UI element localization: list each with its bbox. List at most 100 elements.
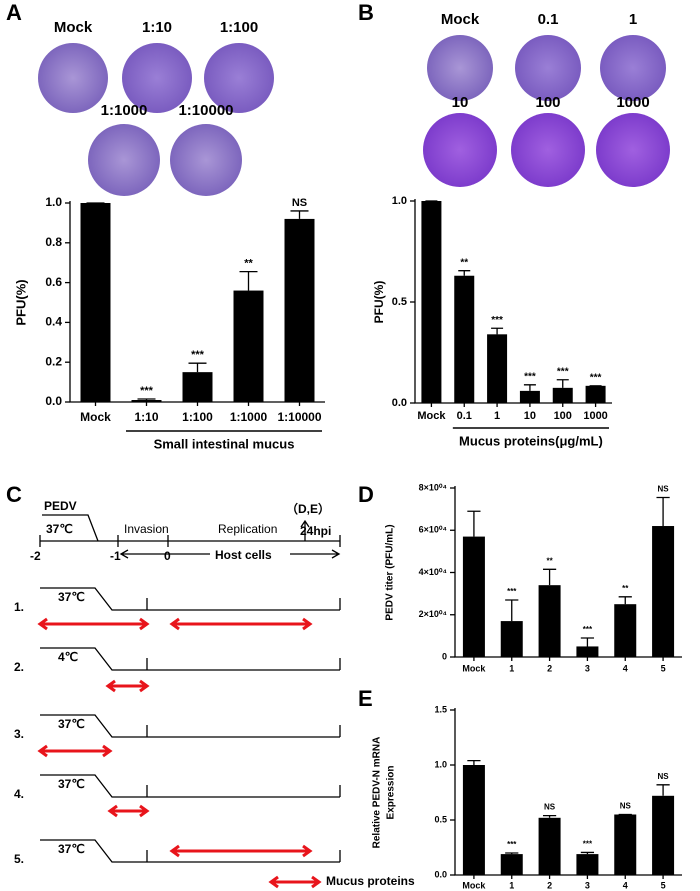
bar: [454, 275, 475, 403]
bar: [614, 814, 637, 875]
plaque-label: 10: [452, 94, 469, 111]
y-tick-label: 0.5: [434, 814, 447, 824]
plaque-well: [204, 43, 274, 113]
y-tick-label: 0: [442, 651, 447, 661]
legend-arrow: [268, 875, 322, 889]
significance: ***: [491, 315, 503, 326]
sampling-label: （D,E）: [286, 501, 330, 516]
axis: [414, 199, 612, 404]
x-tick-label: 3: [585, 880, 590, 890]
y-tick-label: 1.0: [392, 195, 407, 207]
panel-label: D: [358, 482, 374, 507]
x-tick-label: 1:1000: [230, 410, 268, 424]
x-tick-label: 0.1: [457, 410, 472, 422]
y-tick-label: 1.0: [45, 195, 62, 209]
plaque-label: 1:10: [142, 19, 172, 36]
y-tick-label: 0.6: [45, 275, 62, 289]
y-axis-label: PFU(%): [13, 279, 28, 325]
panel-label: E: [358, 686, 373, 711]
significance: **: [460, 257, 468, 268]
treatment-arrow: [37, 617, 150, 631]
row-timeline: [40, 647, 341, 671]
error-bar: [656, 496, 670, 527]
significance: ***: [583, 840, 593, 849]
host-arrow: [119, 549, 341, 559]
error-bar: [556, 379, 569, 388]
plaque-well: [600, 35, 666, 101]
row-label: 2.: [14, 660, 24, 674]
x-tick-label: 4: [623, 663, 628, 673]
bar: [652, 526, 675, 657]
y-tick-label: 0.0: [392, 397, 407, 409]
row-timeline: [40, 714, 341, 738]
y-tick-label: 0.2: [45, 354, 62, 368]
x-tick-label: 1:10: [134, 410, 158, 424]
error-bar: [656, 784, 670, 796]
plaque-label: Mock: [441, 11, 480, 28]
error-bar: [188, 362, 207, 373]
panel-label: B: [358, 0, 374, 25]
y-tick-label: 6×10⁰⁴: [419, 525, 447, 535]
time-label: 24hpi: [300, 524, 331, 538]
timeline: [39, 514, 341, 547]
bar: [80, 203, 111, 402]
bar: [500, 854, 523, 875]
significance: NS: [292, 197, 307, 209]
bar: [487, 334, 508, 403]
row-temp: 37℃: [58, 842, 85, 856]
y-tick-label: 0.0: [45, 394, 62, 408]
error-bar: [491, 327, 504, 335]
significance: ***: [557, 366, 569, 377]
y-tick-label: 1.0: [434, 759, 447, 769]
y-tick-label: 0.5: [392, 296, 407, 308]
x-tick-label: 3: [585, 663, 590, 673]
plaque-label: 100: [535, 94, 560, 111]
significance: ***: [590, 372, 602, 383]
error-bar: [542, 568, 557, 586]
plaque-label: 1:10000: [178, 102, 233, 119]
bar: [538, 817, 561, 875]
x-tick-label: 1:100: [182, 410, 213, 424]
plaque-well: [515, 35, 581, 101]
y-axis-label: PEDV titer (PFU/mL): [385, 524, 396, 620]
plaque-well: [427, 35, 493, 101]
treatment-arrow: [105, 679, 150, 693]
x-tick-label: 2: [547, 880, 552, 890]
plaque-well: [88, 124, 160, 196]
significance: NS: [658, 772, 670, 781]
y-tick-label: 8×10⁰⁴: [419, 482, 447, 492]
y-axis-label: Expression: [386, 766, 397, 820]
x-tick-label: 1: [494, 410, 500, 422]
bar: [538, 585, 561, 657]
error-bar: [505, 852, 519, 855]
plaque-images-b: Mock 0.1 1 10 100 1000: [423, 11, 670, 187]
bar: [462, 765, 485, 875]
x-tick-label: 10: [524, 410, 536, 422]
error-bar: [239, 271, 258, 291]
row-label: 4.: [14, 787, 24, 801]
plaque-label: 0.1: [538, 11, 559, 28]
significance: **: [622, 584, 629, 593]
row-timeline: [40, 587, 341, 611]
plaque-label: Mock: [54, 19, 93, 36]
x-tick-label: Mock: [462, 663, 486, 673]
x-tick-label: 5: [661, 880, 666, 890]
phase-label: Invasion: [124, 522, 169, 536]
plaque-well: [596, 113, 670, 187]
panel-label: A: [6, 0, 22, 25]
row-temp: 4℃: [58, 650, 78, 664]
x-tick-label: Mock: [462, 880, 486, 890]
bar: [462, 536, 485, 657]
x-tick-label: 1000: [583, 410, 607, 422]
row-label: 5.: [14, 852, 24, 866]
y-axis-label: PFU(%): [372, 281, 386, 324]
x-tick-label: 1: [509, 663, 514, 673]
row-label: 1.: [14, 600, 24, 614]
bar: [576, 646, 599, 657]
pedv-label: PEDV: [44, 499, 77, 513]
row-timeline: [40, 774, 341, 798]
x-tick-label: 100: [554, 410, 572, 422]
temp-label: 37℃: [46, 522, 73, 536]
significance: ***: [583, 625, 593, 634]
